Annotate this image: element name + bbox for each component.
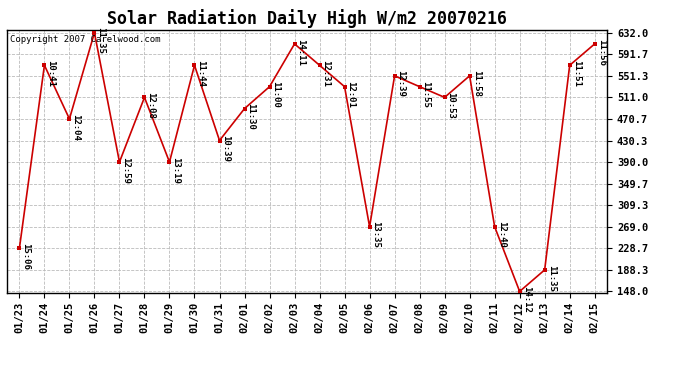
Text: 12:31: 12:31: [322, 60, 331, 87]
Text: 10:39: 10:39: [221, 135, 230, 162]
Text: 11:35: 11:35: [97, 27, 106, 54]
Text: 13:19: 13:19: [172, 157, 181, 184]
Text: 12:59: 12:59: [121, 157, 130, 184]
Text: 12:40: 12:40: [497, 221, 506, 248]
Text: 14:11: 14:11: [297, 39, 306, 65]
Text: 12:39: 12:39: [397, 70, 406, 98]
Text: Copyright 2007 Carelwood.com: Copyright 2007 Carelwood.com: [10, 35, 160, 44]
Text: 11:44: 11:44: [197, 60, 206, 87]
Text: 11:55: 11:55: [422, 81, 431, 108]
Text: 12:08: 12:08: [146, 92, 155, 119]
Text: 11:56: 11:56: [597, 39, 606, 65]
Text: 14:12: 14:12: [522, 286, 531, 313]
Text: 12:04: 12:04: [72, 114, 81, 140]
Text: 15:06: 15:06: [21, 243, 30, 270]
Text: 13:35: 13:35: [372, 221, 381, 248]
Text: 11:58: 11:58: [472, 70, 481, 98]
Text: 11:30: 11:30: [246, 103, 255, 130]
Text: 11:35: 11:35: [546, 264, 555, 291]
Text: 11:51: 11:51: [572, 60, 581, 87]
Text: 11:00: 11:00: [272, 81, 281, 108]
Text: 10:53: 10:53: [446, 92, 455, 119]
Text: 12:01: 12:01: [346, 81, 355, 108]
Text: 10:41: 10:41: [46, 60, 55, 87]
Title: Solar Radiation Daily High W/m2 20070216: Solar Radiation Daily High W/m2 20070216: [107, 9, 507, 28]
